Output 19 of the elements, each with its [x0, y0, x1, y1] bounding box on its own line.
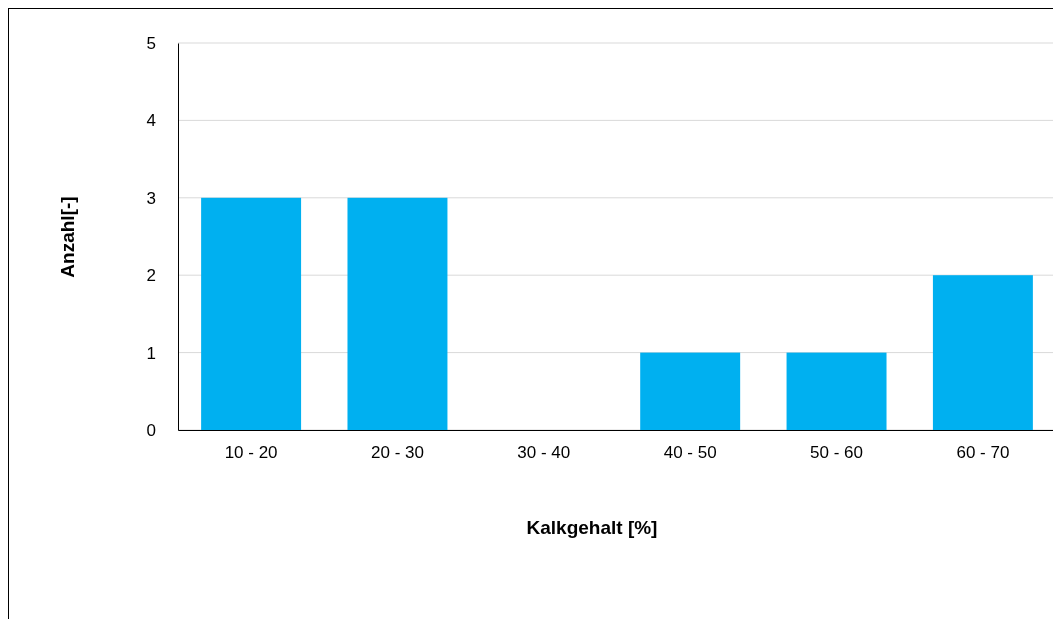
bar — [640, 352, 741, 430]
y-tick-label: 2 — [146, 266, 156, 286]
x-tick-label: 30 - 40 — [517, 443, 571, 463]
y-tick-label: 3 — [146, 188, 156, 208]
y-tick-label: 5 — [146, 33, 156, 53]
x-tick-label: 40 - 50 — [663, 443, 717, 463]
y-axis-title: Anzahl[-] — [57, 196, 78, 278]
bar — [932, 275, 1033, 430]
x-tick-label: 60 - 70 — [956, 443, 1010, 463]
y-tick-label: 4 — [146, 111, 156, 131]
x-tick-label: 50 - 60 — [810, 443, 864, 463]
y-tick-label: 1 — [146, 343, 156, 363]
bar — [347, 197, 448, 430]
bar — [201, 197, 302, 430]
bar — [786, 352, 887, 430]
x-axis-title: Kalkgehalt [%] — [526, 517, 658, 538]
x-tick-label: 20 - 30 — [370, 443, 424, 463]
y-tick-label: 0 — [146, 420, 156, 440]
x-tick-label: 10 - 20 — [224, 443, 278, 463]
